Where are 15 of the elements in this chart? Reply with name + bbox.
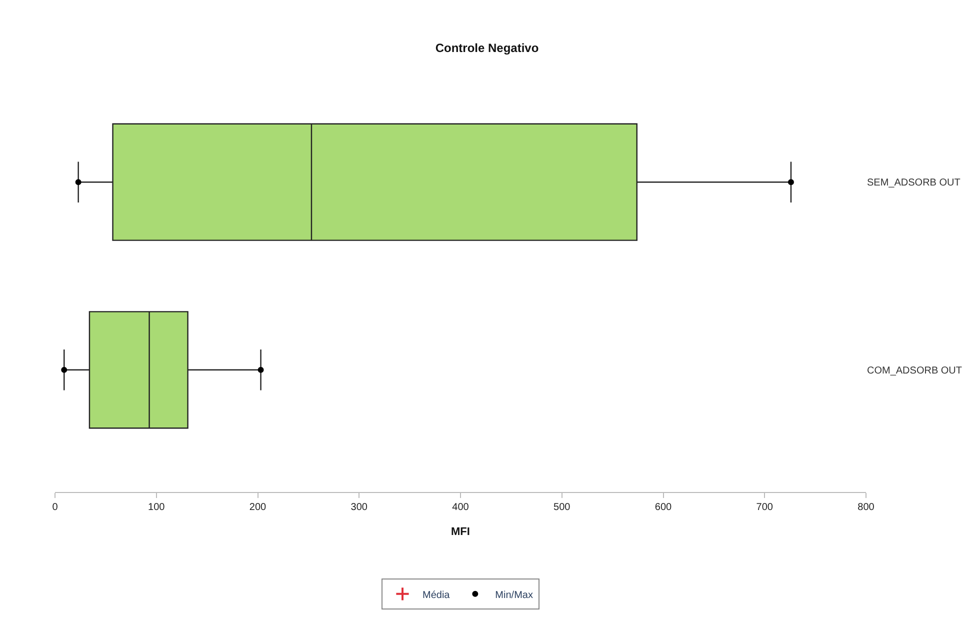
y-tick-label: COM_ADSORB OUT — [867, 365, 962, 376]
x-tick-label: 100 — [148, 502, 166, 513]
legend-label: Média — [422, 590, 450, 601]
y-tick-label: SEM_ADSORB OUT — [867, 178, 960, 189]
x-tick-label: 300 — [350, 502, 368, 513]
x-tick-label: 800 — [858, 502, 875, 513]
chart-title: Controle Negativo — [435, 40, 539, 55]
x-tick-label: 200 — [249, 502, 267, 513]
x-tick-label: 500 — [554, 502, 571, 513]
x-tick-label: 400 — [452, 502, 470, 513]
x-tick-label: 0 — [52, 502, 58, 513]
x-tick-label: 700 — [756, 502, 774, 513]
x-tick-label: 600 — [654, 502, 672, 513]
x-axis-title: MFI — [451, 526, 470, 538]
legend-label: Min/Max — [495, 590, 533, 601]
